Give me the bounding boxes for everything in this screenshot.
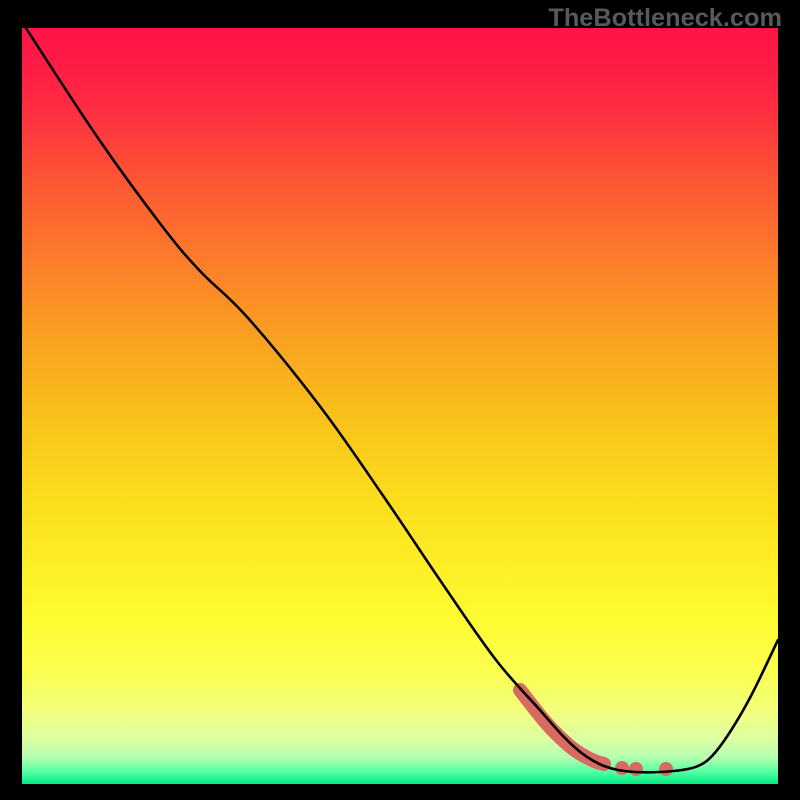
- chart-stage: TheBottleneck.com: [0, 0, 800, 800]
- highlight-dot: [629, 762, 643, 776]
- gradient-background: [22, 28, 778, 784]
- bottleneck-chart: [0, 0, 800, 800]
- highlight-dot: [659, 762, 673, 776]
- watermark-text: TheBottleneck.com: [548, 4, 782, 33]
- highlight-dot: [615, 761, 629, 775]
